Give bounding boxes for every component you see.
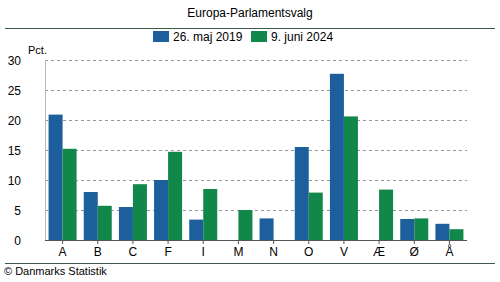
- y-tick-label: 0: [14, 234, 21, 248]
- frame-bottom: [5, 263, 495, 264]
- x-tick: [449, 240, 450, 244]
- x-tick: [132, 240, 133, 244]
- y-tick-label: 10: [8, 174, 22, 188]
- grid-line: [45, 120, 467, 121]
- x-tick-label: M: [233, 245, 243, 259]
- x-tick: [308, 240, 309, 244]
- bar: [309, 193, 323, 240]
- x-tick-label: Å: [445, 244, 453, 259]
- bar: [203, 189, 217, 240]
- y-tick-label: 5: [14, 204, 21, 218]
- bar: [238, 210, 252, 240]
- bar: [168, 152, 182, 240]
- legend-swatch: [153, 31, 169, 42]
- bar: [98, 206, 112, 240]
- x-tick: [97, 240, 98, 244]
- x-tick-label: Ø: [410, 245, 419, 259]
- x-tick-label: O: [304, 245, 313, 259]
- bar: [49, 115, 63, 240]
- bar: [295, 147, 309, 240]
- x-tick-label: B: [94, 245, 102, 259]
- x-tick-label: I: [202, 245, 205, 259]
- x-tick: [379, 240, 380, 244]
- bar: [260, 218, 274, 240]
- bar: [379, 190, 393, 240]
- bar: [400, 219, 414, 240]
- bar: [344, 116, 358, 240]
- source: © Danmarks Statistik: [4, 265, 107, 277]
- chart: Europa-Parlamentsvalg 26. maj 2019 9. juni…: [0, 0, 500, 282]
- x-tick: [343, 240, 344, 244]
- bar: [133, 184, 147, 240]
- y-tick-label: 25: [8, 84, 22, 98]
- bar: [435, 224, 449, 240]
- y-axis: [45, 60, 46, 240]
- x-tick: [203, 240, 204, 244]
- x-tick: [168, 240, 169, 244]
- legend-label: 26. maj 2019: [173, 30, 243, 44]
- y-tick-label: 15: [8, 144, 22, 158]
- bars: [49, 74, 464, 240]
- y-axis-label: Pct.: [28, 44, 47, 56]
- x-tick-label: N: [269, 245, 278, 259]
- x-tick-label: A: [59, 245, 67, 259]
- y-tick-label: 30: [8, 54, 22, 68]
- bar: [63, 149, 77, 240]
- bar: [84, 192, 98, 240]
- bar: [189, 220, 203, 240]
- legend-label: 9. juni 2024: [271, 30, 333, 44]
- frame-top: [5, 28, 495, 29]
- grid-line: [45, 60, 467, 61]
- x-tick-label: C: [129, 245, 138, 259]
- legend-swatch: [251, 31, 267, 42]
- bar: [154, 180, 168, 240]
- x-tick: [238, 240, 239, 244]
- x-tick: [273, 240, 274, 244]
- bar: [119, 207, 133, 240]
- x-tick: [414, 240, 415, 244]
- x-tick-label: F: [164, 245, 171, 259]
- y-tick-label: 20: [8, 114, 22, 128]
- grid-line: [45, 90, 467, 91]
- grid-line: [45, 150, 467, 151]
- bar: [414, 218, 428, 240]
- bar: [330, 74, 344, 240]
- title: Europa-Parlamentsvalg: [187, 6, 312, 20]
- x-axis: [45, 240, 467, 241]
- x-tick-label: V: [340, 245, 348, 259]
- x-tick-label: Æ: [373, 245, 385, 259]
- x-tick: [62, 240, 63, 244]
- bar: [449, 229, 463, 240]
- grid-line: [45, 180, 467, 181]
